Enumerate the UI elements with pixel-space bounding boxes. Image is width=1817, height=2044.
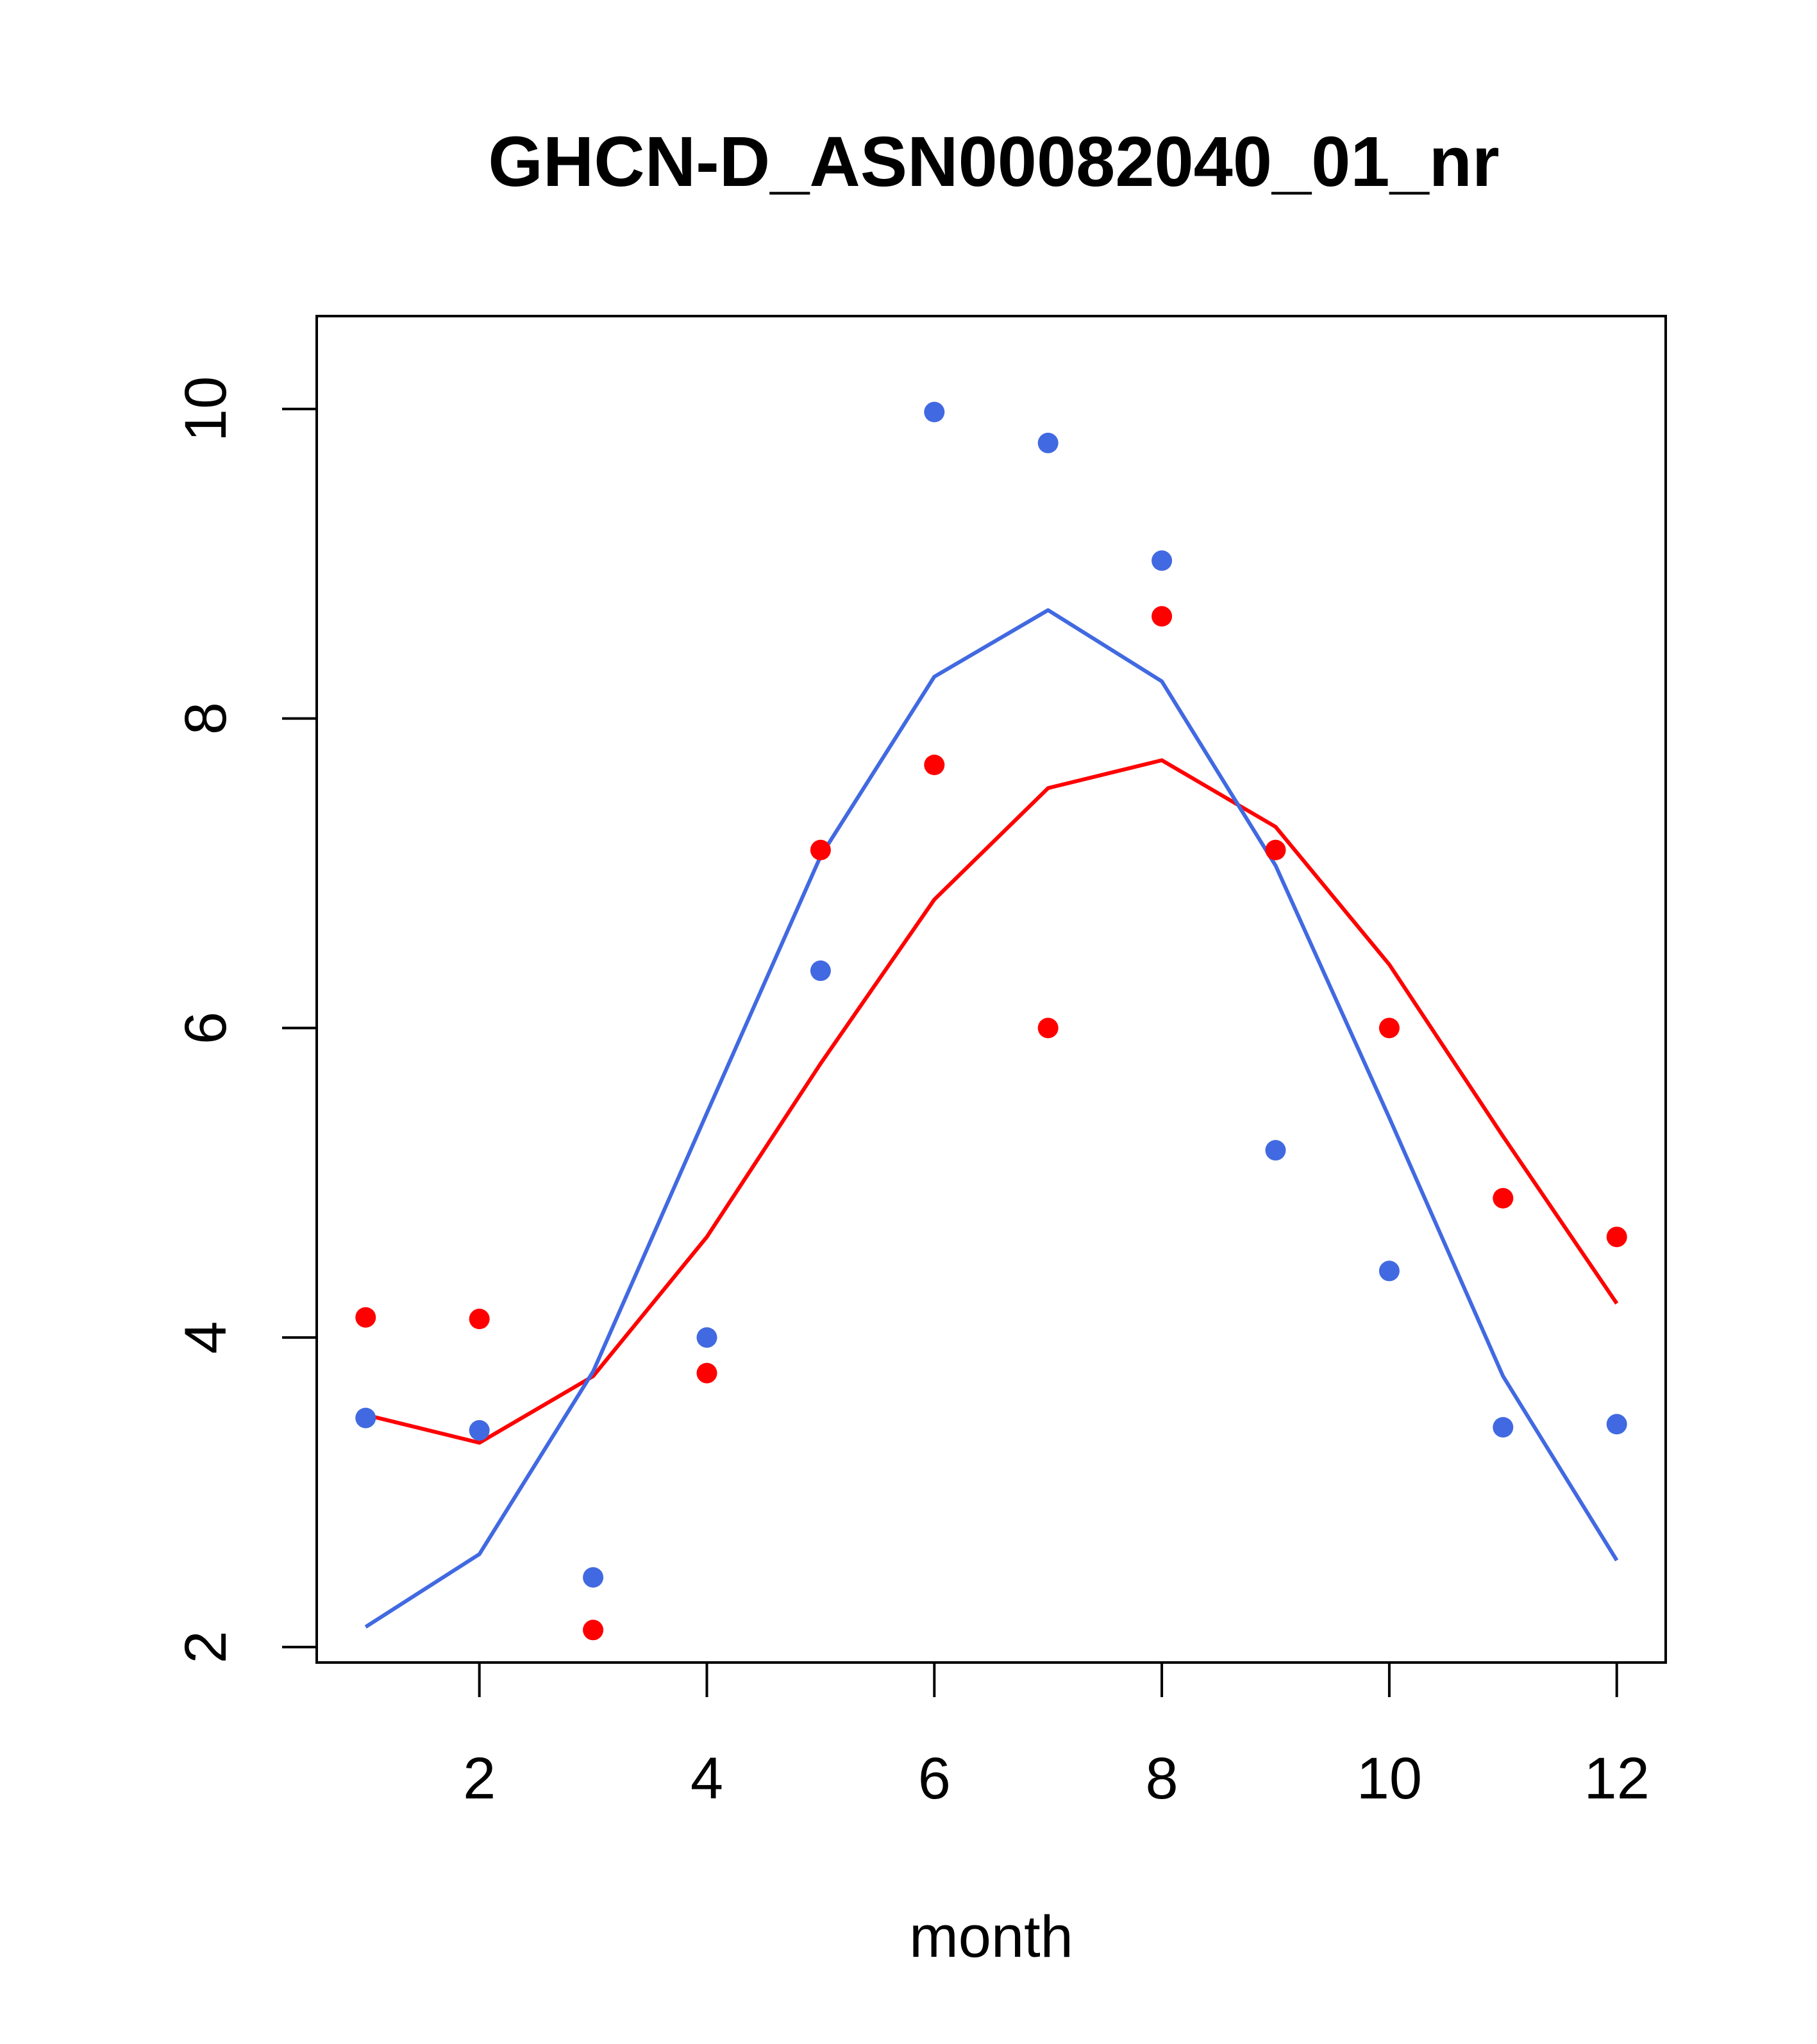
y-tick-label: 8: [173, 702, 239, 735]
data-point: [1378, 1261, 1400, 1282]
series-line-3: [364, 608, 1619, 1629]
x-axis: 2 4 6 8 10 12: [463, 1661, 1650, 1811]
data-point: [1378, 1018, 1400, 1039]
data-point: [924, 755, 945, 775]
data-point: [1606, 1414, 1627, 1435]
y-tick-label: 6: [173, 1012, 239, 1044]
x-axis-label: month: [909, 1904, 1073, 1970]
data-point: [1493, 1417, 1514, 1438]
x-tick-label: 8: [1146, 1746, 1178, 1811]
plot-frame: [315, 315, 1667, 1664]
data-point: [583, 1620, 604, 1641]
data-point: [469, 1420, 490, 1441]
data-point: [355, 1407, 376, 1428]
data-point: [1151, 606, 1173, 627]
data-point: [583, 1567, 604, 1588]
series-lines: [364, 608, 1619, 1629]
data-point: [810, 839, 831, 860]
data-point: [1265, 839, 1286, 860]
data-point: [1606, 1227, 1627, 1248]
y-axis: 2 4 6 8 10: [173, 376, 318, 1663]
data-point: [1037, 432, 1059, 453]
data-point: [469, 1309, 490, 1330]
y-tick-label: 4: [173, 1321, 239, 1354]
data-point: [924, 401, 945, 423]
x-tick-label: 4: [691, 1746, 723, 1811]
y-tick-label: 2: [173, 1630, 239, 1663]
x-tick-label: 12: [1584, 1746, 1650, 1811]
chart-title: GHCN-D_ASN00082040_01_nr: [488, 122, 1500, 201]
data-point: [1151, 550, 1173, 571]
series-line-2: [365, 758, 1619, 1445]
data-point: [1265, 1140, 1286, 1161]
data-point: [810, 960, 831, 982]
y-tick-label: 10: [173, 376, 239, 442]
data-point: [1493, 1187, 1514, 1209]
series-points: [355, 401, 1627, 1641]
data-point: [355, 1307, 376, 1328]
x-tick-label: 10: [1357, 1746, 1422, 1811]
x-tick-label: 2: [463, 1746, 496, 1811]
data-point: [1037, 1018, 1059, 1039]
data-point: [696, 1362, 717, 1384]
x-tick-label: 6: [918, 1746, 951, 1811]
data-point: [696, 1327, 717, 1348]
